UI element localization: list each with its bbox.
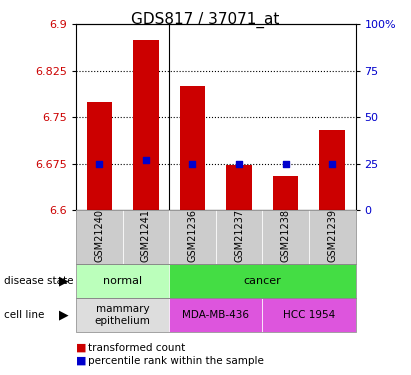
Text: ▶: ▶ bbox=[59, 309, 69, 321]
Text: MDA-MB-436: MDA-MB-436 bbox=[182, 310, 249, 320]
Point bbox=[329, 160, 335, 166]
Text: ■: ■ bbox=[76, 356, 87, 366]
Text: cell line: cell line bbox=[4, 310, 44, 320]
Text: GSM21236: GSM21236 bbox=[187, 210, 197, 262]
Text: percentile rank within the sample: percentile rank within the sample bbox=[88, 356, 264, 366]
Point bbox=[143, 157, 149, 163]
Text: GSM21241: GSM21241 bbox=[141, 210, 151, 262]
Point bbox=[189, 160, 196, 166]
Text: HCC 1954: HCC 1954 bbox=[283, 310, 335, 320]
Text: ■: ■ bbox=[76, 343, 87, 352]
Text: mammary
epithelium: mammary epithelium bbox=[95, 304, 150, 326]
Bar bbox=[87, 102, 112, 210]
Bar bbox=[180, 86, 205, 210]
Bar bbox=[133, 40, 159, 210]
Point bbox=[236, 160, 242, 166]
Text: normal: normal bbox=[103, 276, 142, 286]
Text: GSM21238: GSM21238 bbox=[281, 210, 291, 262]
Bar bbox=[226, 165, 252, 210]
Text: transformed count: transformed count bbox=[88, 343, 186, 352]
Text: disease state: disease state bbox=[4, 276, 74, 286]
Point bbox=[282, 160, 289, 166]
Text: GSM21237: GSM21237 bbox=[234, 209, 244, 262]
Bar bbox=[273, 176, 298, 210]
Text: GSM21240: GSM21240 bbox=[95, 210, 104, 262]
Point bbox=[96, 160, 103, 166]
Text: GSM21239: GSM21239 bbox=[327, 210, 337, 262]
Text: GDS817 / 37071_at: GDS817 / 37071_at bbox=[131, 12, 280, 28]
Text: cancer: cancer bbox=[243, 276, 281, 286]
Text: ▶: ▶ bbox=[59, 275, 69, 288]
Bar bbox=[319, 129, 345, 210]
